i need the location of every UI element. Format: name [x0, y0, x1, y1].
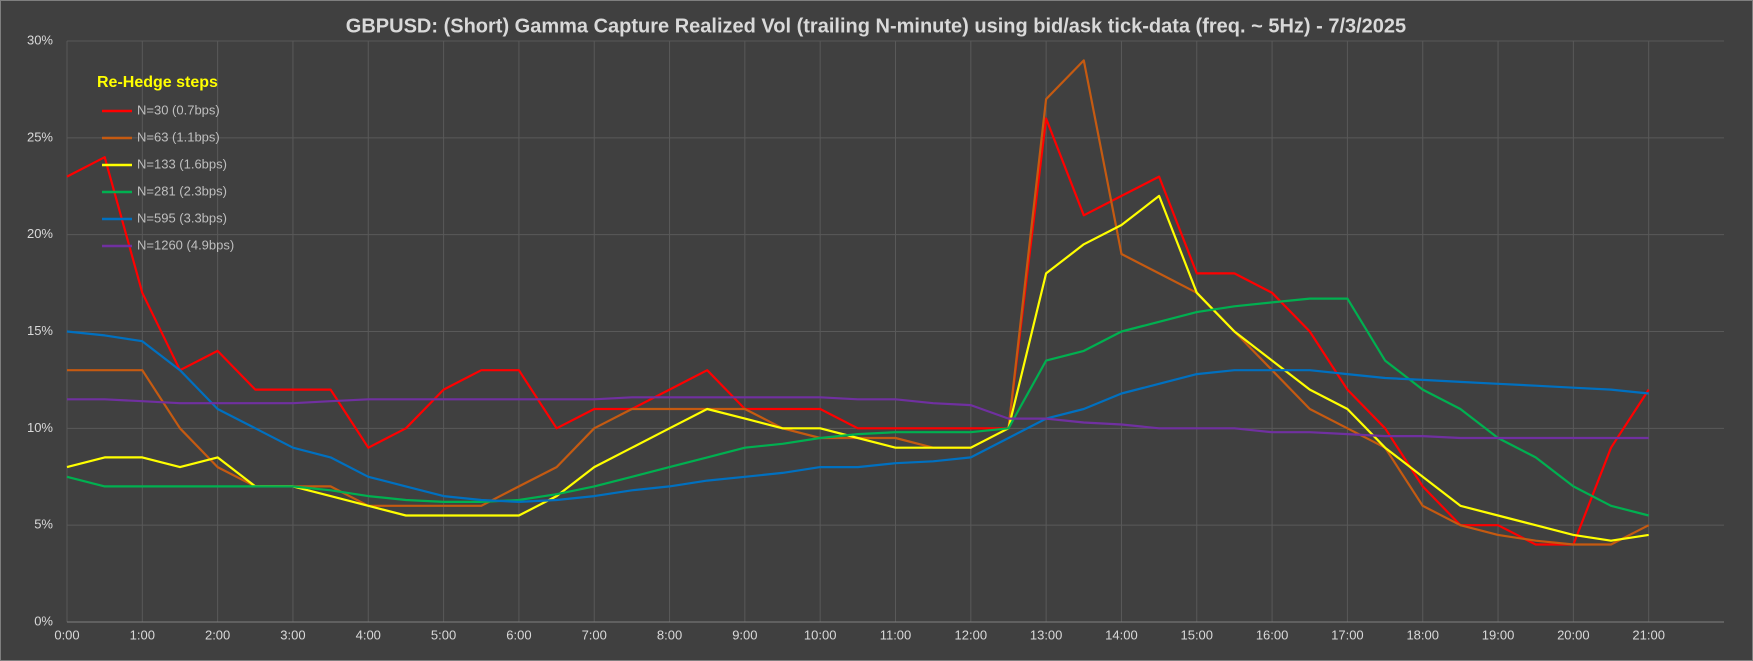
y-tick-label: 30% [27, 32, 53, 47]
series-line [66, 117, 1650, 546]
legend-label: N=133 (1.6bps) [137, 156, 227, 171]
legend-label: N=281 (2.3bps) [137, 183, 227, 198]
x-tick-label: 20:00 [1557, 627, 1590, 642]
x-tick-label: 3:00 [280, 627, 305, 642]
x-tick-label: 19:00 [1482, 627, 1515, 642]
x-tick-label: 12:00 [955, 627, 988, 642]
x-tick-label: 21:00 [1632, 627, 1665, 642]
x-tick-label: 9:00 [732, 627, 757, 642]
series-line [66, 330, 1649, 503]
x-tick-label: 8:00 [657, 627, 682, 642]
series-line [66, 297, 1649, 517]
chart-title: GBPUSD: (Short) Gamma Capture Realized V… [346, 15, 1406, 37]
y-tick-label: 5% [34, 517, 53, 532]
legend-label: N=30 (0.7bps) [137, 102, 220, 117]
y-tick-label: 10% [27, 420, 53, 435]
x-tick-label: 1:00 [130, 627, 155, 642]
x-tick-label: 13:00 [1030, 627, 1063, 642]
legend-label: N=595 (3.3bps) [137, 210, 227, 225]
x-tick-label: 0:00 [54, 627, 79, 642]
x-tick-label: 16:00 [1256, 627, 1289, 642]
x-tick-label: 17:00 [1331, 627, 1364, 642]
legend-title: Re-Hedge steps [97, 74, 218, 91]
x-tick-label: 2:00 [205, 627, 230, 642]
x-tick-label: 14:00 [1105, 627, 1138, 642]
legend-label: N=1260 (4.9bps) [137, 237, 234, 252]
x-tick-label: 18:00 [1406, 627, 1439, 642]
x-tick-label: 6:00 [506, 627, 531, 642]
y-tick-label: 15% [27, 323, 53, 338]
legend-label: N=63 (1.1bps) [137, 129, 220, 144]
x-tick-label: 7:00 [582, 627, 607, 642]
x-tick-label: 15:00 [1180, 627, 1213, 642]
x-tick-label: 10:00 [804, 627, 837, 642]
series-line [67, 396, 1649, 440]
y-tick-label: 0% [34, 613, 53, 628]
series-line [66, 194, 1649, 542]
y-tick-label: 20% [27, 226, 53, 241]
y-tick-label: 25% [27, 129, 53, 144]
x-tick-label: 4:00 [356, 627, 381, 642]
x-tick-label: 5:00 [431, 627, 456, 642]
x-tick-label: 11:00 [880, 627, 912, 642]
